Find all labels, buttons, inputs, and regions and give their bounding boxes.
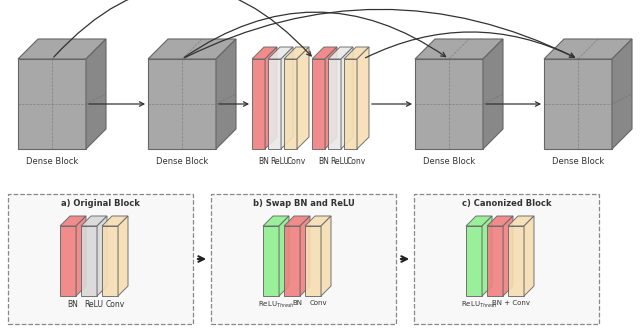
Polygon shape xyxy=(81,226,97,296)
Polygon shape xyxy=(305,226,321,296)
Polygon shape xyxy=(328,47,353,59)
Polygon shape xyxy=(612,39,632,149)
Polygon shape xyxy=(344,59,357,149)
Polygon shape xyxy=(216,39,236,149)
Bar xyxy=(414,194,599,324)
Polygon shape xyxy=(328,59,341,149)
Text: BN + Conv: BN + Conv xyxy=(492,300,529,306)
Text: a) Original Block: a) Original Block xyxy=(61,199,140,208)
Text: ReLU$_{Thresh}$: ReLU$_{Thresh}$ xyxy=(461,300,497,310)
Polygon shape xyxy=(325,47,337,149)
Text: BN: BN xyxy=(259,157,269,166)
Polygon shape xyxy=(76,216,86,296)
Text: Conv: Conv xyxy=(309,300,327,306)
Text: Dense Block: Dense Block xyxy=(26,157,78,166)
Polygon shape xyxy=(415,39,503,59)
Bar xyxy=(8,194,193,324)
Text: Dense Block: Dense Block xyxy=(552,157,604,166)
Polygon shape xyxy=(305,216,331,226)
Polygon shape xyxy=(312,47,337,59)
Polygon shape xyxy=(284,216,310,226)
Polygon shape xyxy=(483,39,503,149)
Text: c) Canonized Block: c) Canonized Block xyxy=(461,199,551,208)
Polygon shape xyxy=(415,59,483,149)
Polygon shape xyxy=(81,216,107,226)
Text: b) Swap BN and ReLU: b) Swap BN and ReLU xyxy=(253,199,355,208)
Polygon shape xyxy=(300,216,310,296)
Polygon shape xyxy=(102,216,128,226)
Polygon shape xyxy=(97,216,107,296)
Polygon shape xyxy=(284,226,300,296)
Polygon shape xyxy=(508,216,534,226)
Polygon shape xyxy=(503,216,513,296)
Polygon shape xyxy=(102,226,118,296)
Polygon shape xyxy=(321,216,331,296)
Polygon shape xyxy=(524,216,534,296)
Polygon shape xyxy=(508,226,524,296)
Text: Conv: Conv xyxy=(286,157,306,166)
Text: ReLU: ReLU xyxy=(271,157,289,166)
Polygon shape xyxy=(482,216,492,296)
Polygon shape xyxy=(341,47,353,149)
Text: Conv: Conv xyxy=(346,157,365,166)
Polygon shape xyxy=(148,59,216,149)
Polygon shape xyxy=(466,216,492,226)
Bar xyxy=(211,194,396,324)
Polygon shape xyxy=(544,39,632,59)
Polygon shape xyxy=(357,47,369,149)
Polygon shape xyxy=(60,216,86,226)
Polygon shape xyxy=(252,47,277,59)
Polygon shape xyxy=(18,59,86,149)
Text: BN: BN xyxy=(68,300,79,309)
Polygon shape xyxy=(263,226,279,296)
Polygon shape xyxy=(487,216,513,226)
Text: ReLU: ReLU xyxy=(330,157,349,166)
Polygon shape xyxy=(268,47,293,59)
Polygon shape xyxy=(265,47,277,149)
Polygon shape xyxy=(263,216,289,226)
Polygon shape xyxy=(252,59,265,149)
Polygon shape xyxy=(284,47,309,59)
Polygon shape xyxy=(18,39,106,59)
Polygon shape xyxy=(118,216,128,296)
Text: BN: BN xyxy=(319,157,330,166)
Text: ReLU$_{Thresh}$: ReLU$_{Thresh}$ xyxy=(258,300,294,310)
Polygon shape xyxy=(148,39,236,59)
Polygon shape xyxy=(344,47,369,59)
Polygon shape xyxy=(281,47,293,149)
Text: ReLU: ReLU xyxy=(84,300,104,309)
Polygon shape xyxy=(284,59,297,149)
Polygon shape xyxy=(268,59,281,149)
Text: BN: BN xyxy=(292,300,302,306)
Polygon shape xyxy=(279,216,289,296)
Text: Dense Block: Dense Block xyxy=(423,157,475,166)
Polygon shape xyxy=(312,59,325,149)
Polygon shape xyxy=(86,39,106,149)
Polygon shape xyxy=(544,59,612,149)
Polygon shape xyxy=(60,226,76,296)
Polygon shape xyxy=(297,47,309,149)
Text: Dense Block: Dense Block xyxy=(156,157,208,166)
Polygon shape xyxy=(466,226,482,296)
Polygon shape xyxy=(487,226,503,296)
Text: Conv: Conv xyxy=(106,300,125,309)
